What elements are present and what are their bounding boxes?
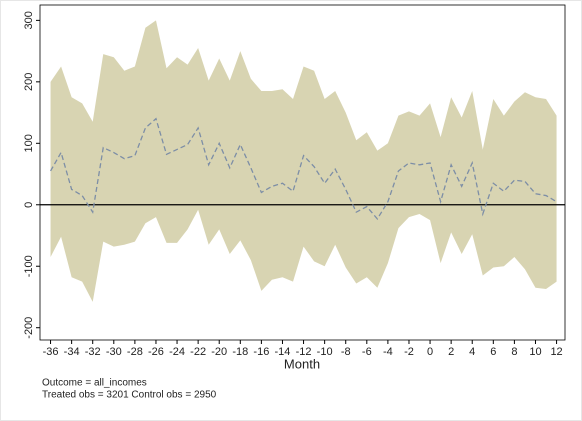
y-tick-label: 0	[23, 202, 35, 208]
x-tick-label: 12	[550, 346, 562, 358]
x-tick-label: -34	[64, 346, 80, 358]
x-tick-label: -36	[43, 346, 59, 358]
confidence-band	[50, 20, 557, 302]
note: Outcome = all_incomes	[42, 378, 147, 389]
x-tick-label: -2	[404, 346, 414, 358]
x-tick-label: -24	[169, 346, 185, 358]
y-tick-label: 300	[23, 11, 35, 29]
x-tick-label: -6	[362, 346, 372, 358]
x-tick-label: -18	[232, 346, 248, 358]
x-tick-label: -16	[253, 346, 269, 358]
y-tick-label: 200	[23, 73, 35, 91]
note: Treated obs = 3201 Control obs = 2950	[42, 390, 217, 401]
x-tick-label: 8	[511, 346, 517, 358]
x-tick-label: -14	[275, 346, 291, 358]
x-tick-label: 4	[469, 346, 475, 358]
x-tick-label: -20	[211, 346, 227, 358]
x-tick-label: -10	[317, 346, 333, 358]
estimate-line	[49, 117, 557, 221]
x-tick-label: -28	[127, 346, 143, 358]
x-tick-label: -4	[383, 346, 393, 358]
y-tick-label: -100	[23, 255, 35, 277]
x-tick-label: -32	[85, 346, 101, 358]
x-tick-label: -30	[106, 346, 122, 358]
x-tick-label: -12	[296, 346, 312, 358]
x-tick-label: 10	[529, 346, 541, 358]
x-tick-label: -8	[341, 346, 351, 358]
y-tick-label: 100	[23, 134, 35, 152]
x-tick-label: 2	[448, 346, 454, 358]
x-tick-label: -22	[190, 346, 206, 358]
y-tick-label: -200	[23, 317, 35, 339]
plot-frame	[39, 4, 566, 341]
x-tick-label: 0	[427, 346, 433, 358]
x-tick-label: -26	[148, 346, 164, 358]
x-tick-label: 6	[490, 346, 496, 358]
x-axis-label: Month	[284, 356, 320, 371]
